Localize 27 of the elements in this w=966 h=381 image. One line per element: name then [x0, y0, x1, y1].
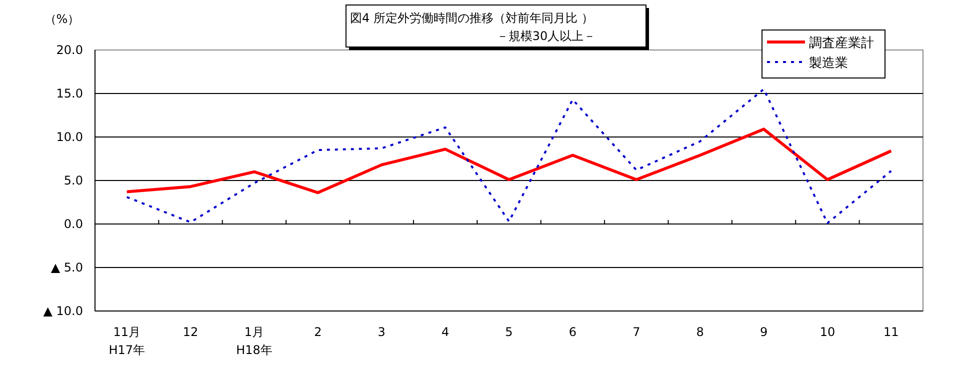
x-tick-label: 5 — [505, 325, 513, 339]
x-tick-label: 12 — [182, 325, 198, 339]
y-tick-label: 0.0 — [64, 217, 83, 231]
x-tick-label: 2 — [314, 325, 322, 339]
x-tick-label: 11月 H17年 — [108, 325, 145, 357]
x-tick-label: 6 — [568, 325, 577, 339]
legend-label: 調査産業計 — [809, 35, 874, 51]
line-series — [125, 128, 893, 194]
x-tick-label: 8 — [696, 325, 704, 339]
y-tick-label: 15.0 — [56, 86, 83, 100]
y-tick-label: ▲ 10.0 — [43, 304, 83, 318]
y-tick-label: ▲ 5.0 — [50, 260, 83, 274]
chart-title: 図4 所定外労働時間の推移（対前年同月比 ） — [350, 11, 594, 25]
x-tick-label: 3 — [378, 325, 386, 339]
chart-subtitle: －規模30人以上－ — [496, 29, 596, 43]
x-tick-label: 9 — [760, 325, 768, 339]
line-series — [126, 88, 892, 224]
y-tick-label: 10.0 — [56, 130, 83, 144]
x-tick-label: 1月 H18年 — [236, 325, 272, 357]
y-tick-label: 20.0 — [56, 43, 83, 57]
x-tick-label: 10 — [820, 325, 836, 339]
x-tick-label: 11 — [884, 325, 899, 339]
x-tick-label: 7 — [632, 325, 640, 339]
legend-label: 製造業 — [809, 56, 848, 71]
y-axis-title: （%） — [44, 12, 80, 26]
y-tick-label: 5.0 — [64, 174, 83, 188]
x-tick-label: 4 — [441, 325, 450, 339]
